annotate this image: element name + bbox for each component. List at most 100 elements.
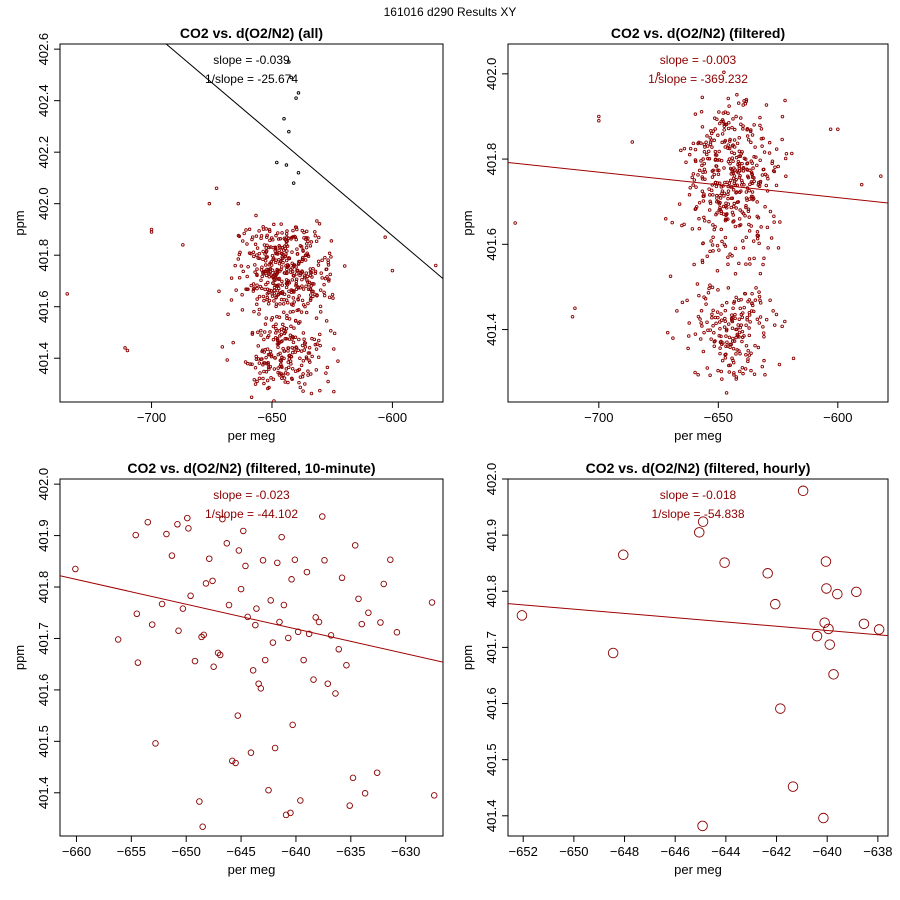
data-point — [274, 276, 279, 281]
outlier-point — [149, 230, 154, 234]
data-point — [680, 300, 685, 305]
data-point — [309, 240, 314, 244]
data-point — [220, 345, 225, 349]
data-point — [773, 165, 777, 170]
data-point — [727, 146, 732, 151]
data-point — [274, 233, 278, 238]
data-point — [236, 257, 241, 261]
data-point — [318, 288, 323, 292]
data-point — [719, 185, 724, 189]
data-point — [292, 274, 296, 278]
data-point — [322, 293, 327, 298]
data-point — [733, 271, 738, 276]
data-point — [690, 175, 694, 180]
data-point — [719, 312, 723, 316]
data-point — [728, 252, 732, 256]
data-point — [279, 359, 284, 363]
data-point — [742, 305, 746, 310]
data-point — [733, 316, 737, 321]
data-point — [265, 786, 272, 794]
data-point — [698, 317, 702, 321]
data-point — [736, 170, 740, 175]
data-point — [729, 150, 734, 155]
y-tick-label: 402.0 — [484, 58, 499, 91]
data-point — [249, 667, 257, 674]
data-point — [255, 246, 260, 250]
data-point — [266, 352, 271, 357]
data-point — [294, 277, 299, 281]
data-point — [728, 137, 732, 142]
data-point — [752, 309, 756, 314]
data-point — [261, 361, 266, 365]
outlier-point — [65, 292, 69, 296]
data-point — [745, 127, 750, 131]
data-point — [718, 200, 722, 205]
data-point — [280, 601, 288, 609]
data-point — [758, 115, 762, 120]
data-point — [725, 212, 729, 216]
data-point — [300, 284, 304, 288]
data-point — [737, 149, 742, 154]
data-point — [818, 812, 829, 824]
data-point — [305, 253, 310, 257]
data-point — [286, 346, 290, 350]
data-point — [294, 345, 298, 349]
data-point — [229, 276, 234, 280]
data-point — [296, 368, 300, 373]
data-point — [748, 182, 752, 187]
data-point — [791, 356, 796, 361]
data-point — [239, 264, 244, 268]
data-point — [708, 283, 712, 288]
data-point — [430, 792, 438, 799]
data-point — [763, 172, 768, 177]
data-point — [744, 205, 748, 210]
data-point — [719, 227, 724, 232]
data-point — [723, 244, 728, 248]
data-point — [722, 122, 726, 127]
data-point — [720, 140, 724, 145]
data-point — [780, 114, 785, 119]
data-point — [245, 361, 250, 366]
data-point — [250, 362, 254, 366]
data-point — [284, 367, 289, 371]
data-point — [747, 222, 751, 227]
data-point — [721, 204, 726, 209]
data-point — [760, 144, 764, 148]
data-point — [723, 180, 727, 185]
data-point — [287, 317, 292, 321]
data-point — [332, 690, 339, 697]
data-point — [285, 249, 289, 253]
data-point — [750, 161, 754, 165]
data-point — [704, 302, 708, 306]
data-point — [315, 618, 323, 626]
data-point — [306, 254, 311, 259]
data-point — [264, 227, 268, 231]
data-point — [278, 302, 282, 306]
data-point — [724, 334, 728, 338]
data-point — [295, 247, 299, 251]
data-point — [300, 375, 305, 379]
data-point — [752, 372, 757, 376]
data-point — [289, 721, 296, 729]
data-point — [158, 600, 166, 608]
data-point — [234, 712, 242, 719]
data-point — [283, 246, 287, 251]
data-point — [741, 103, 745, 107]
data-point — [270, 253, 275, 258]
data-point — [267, 227, 272, 232]
data-point — [275, 269, 280, 274]
data-point — [693, 370, 697, 375]
data-point — [296, 285, 300, 289]
data-point — [268, 364, 273, 369]
data-point — [277, 286, 281, 291]
data-point — [763, 373, 767, 377]
data-point — [264, 316, 268, 320]
data-point — [302, 348, 307, 352]
data-point — [304, 355, 309, 359]
data-point — [726, 143, 731, 147]
data-point — [196, 798, 203, 805]
data-point — [723, 235, 728, 240]
data-point — [276, 293, 280, 297]
data-point — [262, 350, 266, 354]
data-point — [275, 328, 279, 333]
